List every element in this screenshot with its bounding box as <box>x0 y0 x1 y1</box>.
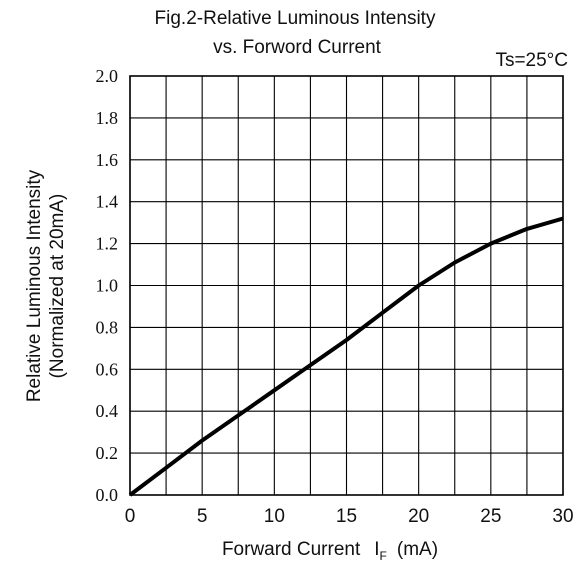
y-tick-label: 0.4 <box>96 401 119 421</box>
temperature-condition: Ts=25°C <box>495 50 568 71</box>
x-axis-label-symbol: I <box>374 539 379 560</box>
x-tick-label: 15 <box>336 506 357 527</box>
grid <box>129 75 564 496</box>
series-group <box>128 216 564 497</box>
y-tick-label: 1.8 <box>96 108 119 128</box>
x-tick-label: 0 <box>125 506 136 527</box>
x-tick-label: 5 <box>197 506 208 527</box>
y-tick-label: 2.0 <box>96 66 119 86</box>
chart-title-line1: Fig.2-Relative Luminous Intensity <box>155 8 436 29</box>
y-axis-label: Relative Luminous Intensity (Normalized … <box>24 169 68 402</box>
y-tick-label: 0.8 <box>96 317 119 337</box>
x-tick-label: 10 <box>264 506 285 527</box>
x-tick-label: 25 <box>480 506 501 527</box>
plot-frame <box>129 75 564 496</box>
x-axis-label: Forward Current IF (mA) <box>222 539 438 563</box>
x-tick-label: 30 <box>552 506 573 527</box>
x-axis-label-unit: (mA) <box>397 539 438 560</box>
y-tick-label: 1.2 <box>96 234 119 254</box>
y-tick-label: 1.0 <box>96 276 119 296</box>
x-axis-label-text: Forward Current <box>222 539 361 560</box>
y-tick-label: 0.6 <box>96 359 119 379</box>
y-axis-label-line1: Relative Luminous Intensity <box>24 169 45 402</box>
y-axis-label-line2: (Normalized at 20mA) <box>47 194 68 379</box>
x-axis-label-subscript: F <box>380 549 387 563</box>
x-tick-label: 20 <box>408 506 429 527</box>
y-tick-label: 1.6 <box>96 150 119 170</box>
y-tick-label: 0.2 <box>96 443 119 463</box>
y-tick-label: 0.0 <box>96 485 119 505</box>
y-tick-label: 1.4 <box>96 192 119 212</box>
chart-title-line2: vs. Forword Current <box>213 37 382 58</box>
series-line <box>128 216 564 497</box>
tick-labels: 0.0 0.2 0.4 0.6 0.8 1.0 1.2 1.4 1.6 1.8 2.0 0 5 10 15 2… <box>96 66 574 527</box>
